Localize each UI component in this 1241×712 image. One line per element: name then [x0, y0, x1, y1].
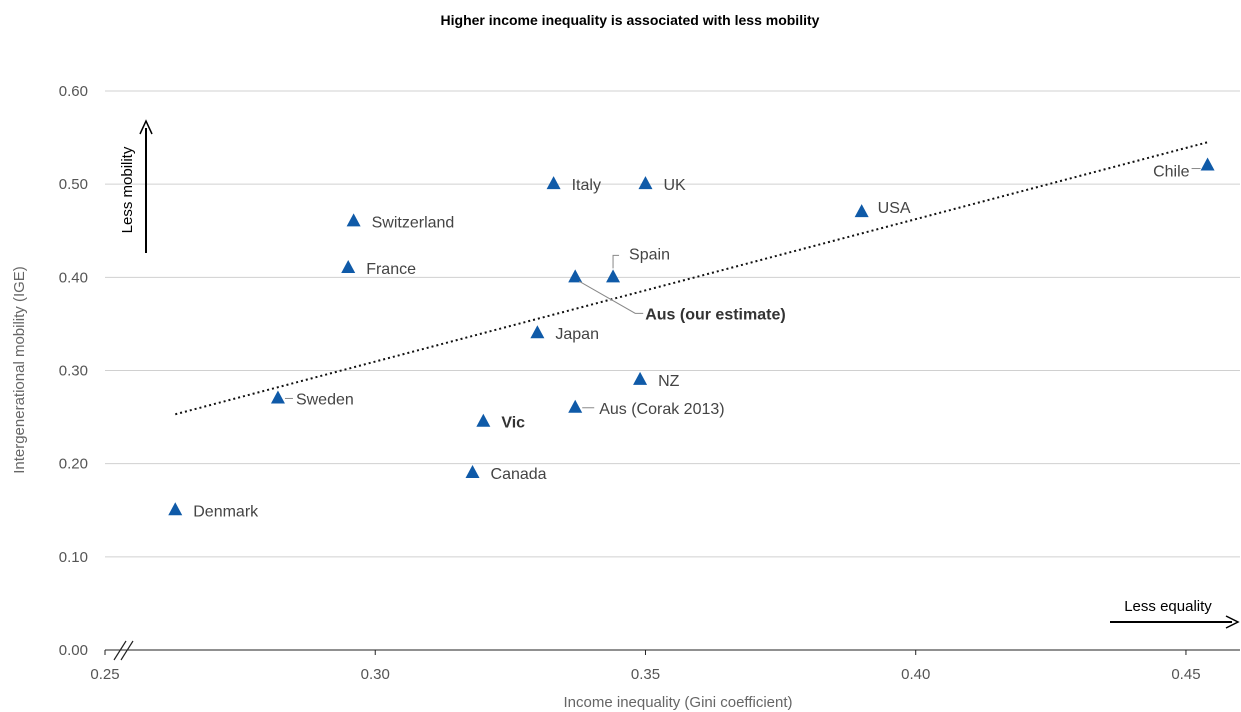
x-axis-title: Income inequality (Gini coefficient)	[564, 694, 793, 711]
point-aus-corak-2013	[568, 399, 583, 413]
less-equality-arrowhead	[1225, 615, 1240, 629]
point-aus-our-estimate	[568, 269, 583, 283]
axis-break-mark-2	[120, 640, 134, 661]
less-mobility-arrowhead	[139, 119, 153, 135]
point-chile	[1200, 157, 1215, 171]
point-switzerland	[346, 213, 361, 227]
label-uk: UK	[663, 177, 686, 194]
chart-title: Higher income inequality is associated w…	[441, 12, 820, 28]
point-spain	[606, 269, 621, 283]
y-tick-1: 0.10	[59, 549, 88, 566]
x-tick-2: 0.35	[631, 666, 660, 683]
x-tick-labels: 0.25 0.30 0.35 0.40 0.45	[90, 666, 1200, 683]
point-canada	[465, 464, 480, 478]
label-canada: Canada	[491, 466, 547, 483]
less-equality-label: Less equality	[1124, 598, 1212, 615]
data-points	[168, 157, 1215, 516]
label-aus-our-estimate: Aus (our estimate)	[645, 306, 785, 323]
label-japan: Japan	[555, 326, 599, 343]
x-tick-1: 0.30	[361, 666, 390, 683]
label-usa: USA	[878, 200, 911, 217]
x-tick-3: 0.40	[901, 666, 930, 683]
point-uk	[638, 176, 653, 190]
label-france: France	[366, 261, 416, 278]
leader-spain	[612, 254, 620, 269]
label-italy: Italy	[572, 177, 601, 194]
label-spain: Spain	[629, 246, 670, 263]
label-denmark: Denmark	[193, 503, 259, 520]
y-tick-2: 0.20	[59, 456, 88, 473]
point-usa	[854, 204, 869, 218]
point-france	[341, 260, 356, 274]
x-tick-4: 0.45	[1171, 666, 1200, 683]
less-mobility-label: Less mobility	[119, 146, 136, 233]
label-switzerland: Switzerland	[372, 214, 455, 231]
trendline-line	[175, 141, 1208, 416]
axis-break-mark-1	[113, 640, 127, 661]
point-denmark	[168, 502, 183, 516]
label-nz: NZ	[658, 373, 680, 390]
point-nz	[633, 371, 648, 385]
trendline	[175, 141, 1208, 416]
annotations: Less mobility Less equality	[119, 119, 1240, 629]
leader-aus-our-estimate	[578, 280, 644, 314]
point-japan	[530, 325, 545, 339]
axes	[104, 640, 1240, 661]
y-axis-title: Intergenerational mobility (IGE)	[11, 266, 28, 474]
label-vic: Vic	[501, 415, 525, 432]
y-tick-5: 0.50	[59, 176, 88, 193]
y-tick-3: 0.30	[59, 363, 88, 380]
label-chile: Chile	[1153, 164, 1190, 181]
point-labels: Denmark Sweden France Switzerland Canada Vic J…	[193, 164, 1201, 520]
point-vic	[476, 413, 491, 427]
y-tick-0: 0.00	[59, 642, 88, 659]
y-tick-4: 0.40	[59, 269, 88, 286]
label-aus-corak-2013: Aus (Corak 2013)	[599, 401, 724, 418]
point-italy	[546, 176, 561, 190]
y-tick-labels: 0.00 0.10 0.20 0.30 0.40 0.50 0.60	[59, 83, 88, 659]
gridlines	[105, 90, 1240, 558]
point-sweden	[270, 390, 285, 404]
x-tick-0: 0.25	[90, 666, 119, 683]
y-tick-6: 0.60	[59, 83, 88, 100]
label-sweden: Sweden	[296, 391, 354, 408]
